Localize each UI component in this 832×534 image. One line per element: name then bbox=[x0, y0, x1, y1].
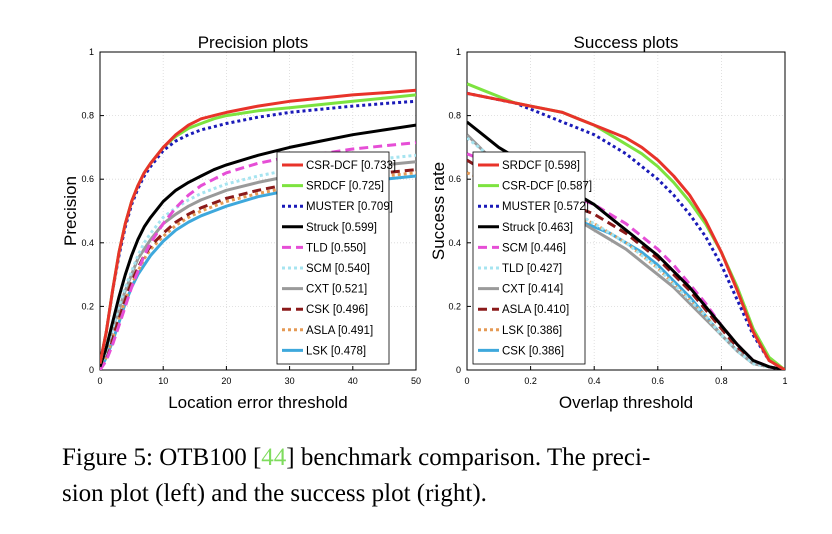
legend-label: TLD [0.550] bbox=[306, 242, 366, 254]
x-tick-label: 0 bbox=[464, 376, 469, 386]
series-line bbox=[467, 171, 785, 370]
caption-line-1: Figure 5: OTB100 [44] benchmark comparis… bbox=[62, 440, 802, 476]
axes-frame bbox=[466, 51, 786, 371]
legend-label: Struck [0.599] bbox=[306, 222, 377, 234]
citation-link[interactable]: 44 bbox=[261, 444, 287, 471]
legend-label: ASLA [0.491] bbox=[306, 325, 373, 337]
series-line bbox=[100, 99, 416, 364]
x-axis-label: Location error threshold bbox=[168, 393, 348, 412]
caption-prefix: Figure 5: OTB100 [ bbox=[62, 444, 262, 471]
series-line bbox=[100, 123, 416, 368]
caption-suffix: ] benchmark comparison. The preci- bbox=[286, 444, 651, 471]
legend: CSR-DCF [0.733] SRDCF [0.725] MUSTER [0.70… bbox=[276, 151, 396, 365]
legend-label: CSK [0.386] bbox=[502, 345, 564, 357]
legend-label: TLD [0.427] bbox=[502, 263, 562, 275]
x-tick-label: 30 bbox=[285, 376, 295, 386]
legend-label: SRDCF [0.598] bbox=[502, 160, 580, 172]
y-axis-label: Success rate bbox=[429, 162, 448, 260]
y-tick-label: 1 bbox=[89, 47, 94, 57]
y-tick-label: 0.4 bbox=[448, 238, 461, 248]
series-line bbox=[467, 91, 785, 370]
y-tick-label: 0.6 bbox=[448, 174, 461, 184]
legend-label: CSK [0.496] bbox=[306, 304, 368, 316]
chart-success: 0 0.2 0.4 0.6 0.8 1 0 0.2 0.4 0.6 0.8 1 Success plot… bbox=[429, 33, 788, 412]
y-axis-label: Precision bbox=[61, 176, 80, 246]
axes-frame bbox=[99, 51, 417, 371]
legend-label: Struck [0.463] bbox=[502, 222, 573, 234]
y-tick-label: 0.2 bbox=[81, 301, 94, 311]
y-tick-label: 0.2 bbox=[448, 301, 461, 311]
legend-label: LSK [0.386] bbox=[502, 325, 562, 337]
x-tick-label: 20 bbox=[221, 376, 231, 386]
y-tick-label: 0.8 bbox=[81, 111, 94, 121]
x-tick-label: 1 bbox=[782, 376, 787, 386]
y-tick-label: 1 bbox=[456, 47, 461, 57]
x-tick-label: 0 bbox=[97, 376, 102, 386]
chart-precision: 0 10 20 30 40 50 0 0.2 0.4 0.6 0.8 1 Precision plots… bbox=[61, 33, 421, 412]
legend-label: SRDCF [0.725] bbox=[306, 181, 384, 193]
legend-label: SCM [0.540] bbox=[306, 263, 370, 275]
x-tick-label: 10 bbox=[158, 376, 168, 386]
legend-label: CSR-DCF [0.733] bbox=[306, 160, 396, 172]
chart-title: Precision plots bbox=[198, 33, 309, 52]
y-tick-label: 0 bbox=[89, 365, 94, 375]
x-tick-label: 40 bbox=[348, 376, 358, 386]
x-tick-label: 0.8 bbox=[715, 376, 728, 386]
y-tick-label: 0 bbox=[456, 365, 461, 375]
legend-label: MUSTER [0.709] bbox=[306, 201, 393, 213]
legend-label: SCM [0.446] bbox=[502, 242, 566, 254]
legend-label: CXT [0.414] bbox=[502, 284, 563, 296]
chart-title: Success plots bbox=[574, 33, 679, 52]
series-line bbox=[100, 88, 416, 364]
y-tick-label: 0.8 bbox=[448, 111, 461, 121]
legend: SRDCF [0.598] CSR-DCF [0.587] MUSTER [0.57… bbox=[472, 151, 592, 365]
x-tick-label: 0.2 bbox=[524, 376, 537, 386]
y-tick-label: 0.4 bbox=[81, 238, 94, 248]
legend-label: CSR-DCF [0.587] bbox=[502, 181, 592, 193]
x-tick-label: 0.6 bbox=[652, 376, 665, 386]
x-axis-label: Overlap threshold bbox=[559, 393, 693, 412]
y-tick-label: 0.6 bbox=[81, 174, 94, 184]
legend-label: LSK [0.478] bbox=[306, 345, 366, 357]
figure-caption: Figure 5: OTB100 [44] benchmark comparis… bbox=[62, 440, 802, 512]
legend-label: ASLA [0.410] bbox=[502, 304, 569, 316]
legend-label: MUSTER [0.572] bbox=[502, 201, 589, 213]
x-tick-label: 50 bbox=[411, 376, 421, 386]
x-tick-label: 0.4 bbox=[588, 376, 601, 386]
caption-line-2: sion plot (left) and the success plot (r… bbox=[62, 480, 487, 507]
legend-label: CXT [0.521] bbox=[306, 284, 367, 296]
